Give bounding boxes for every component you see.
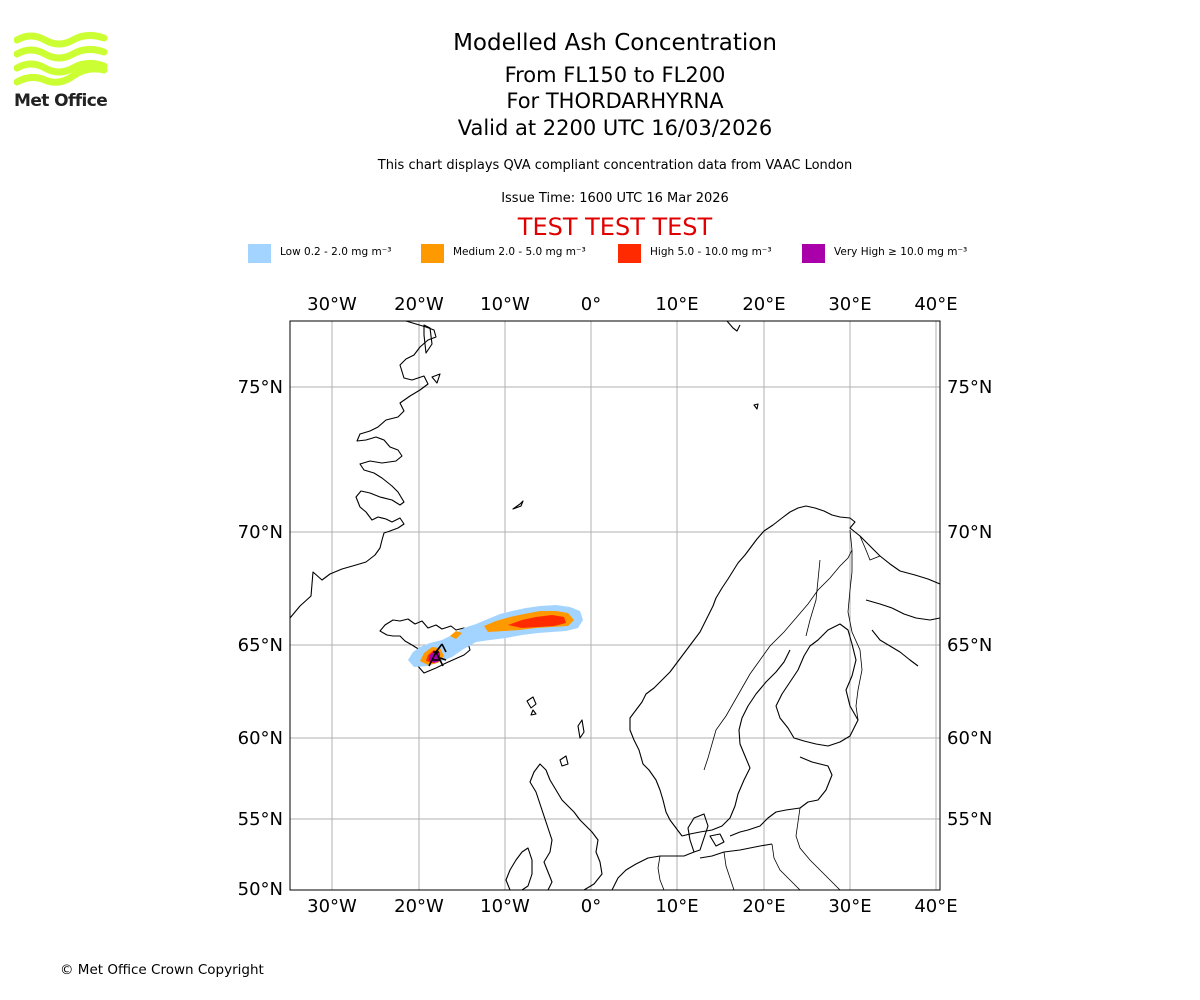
coastline-europe — [611, 843, 773, 890]
border-finland-russia — [847, 529, 863, 721]
legend-label-very-high: Very High ≥ 10.0 mg m⁻³ — [834, 246, 968, 258]
coastline-great-britain — [529, 763, 603, 890]
legend-swatch-very-high — [802, 244, 825, 263]
border-europe-east — [657, 807, 841, 890]
lat-label-right-1: 75°N — [947, 377, 992, 398]
lon-label-bottom-8: 40°E — [914, 896, 957, 917]
lon-label-bottom-7: 30°E — [828, 896, 871, 917]
coastline-jan-mayen — [512, 500, 524, 510]
lat-label-left-3: 65°N — [238, 635, 283, 656]
coastline-greenland — [290, 321, 437, 619]
coastlines — [290, 321, 940, 890]
lat-label-right-5: 55°N — [947, 809, 992, 830]
map-svg: 30°W 20°W 10°W 0° 10°E 20°E 30°E 40°E 30… — [238, 294, 993, 917]
country-borders — [657, 529, 881, 890]
lon-label-top-6: 20°E — [742, 294, 785, 315]
lon-label-top-1: 30°W — [307, 294, 357, 315]
lon-label-bottom-5: 10°E — [655, 896, 698, 917]
coastline-faroe — [526, 696, 537, 716]
volcano-icon — [428, 643, 447, 667]
test-banner: TEST TEST TEST — [517, 213, 713, 241]
legend-label-high: High 5.0 - 10.0 mg m⁻³ — [650, 246, 772, 258]
chart-title: Modelled Ash Concentration — [453, 30, 777, 56]
valid-time: Valid at 2200 UTC 16/03/2026 — [457, 116, 773, 140]
lon-label-bottom-3: 10°W — [480, 896, 530, 917]
map-gridlines — [290, 321, 940, 890]
legend-swatch-high — [618, 244, 641, 263]
ash-area-high — [508, 615, 566, 628]
lon-label-bottom-2: 20°W — [394, 896, 444, 917]
chart-description: This chart displays QVA compliant concen… — [377, 158, 853, 173]
border-sweden-finland — [805, 559, 821, 637]
lon-label-bottom-6: 20°E — [742, 896, 785, 917]
coastline-finland — [775, 623, 859, 747]
coastline-ireland — [505, 847, 533, 890]
coastline-greenland-island — [431, 373, 441, 384]
legend-swatch-medium — [421, 244, 444, 263]
volcano-name: For THORDARHYRNA — [506, 89, 724, 113]
coastline-shetland — [577, 719, 585, 739]
met-office-logo: Met Office — [13, 30, 110, 112]
lat-label-left-2: 70°N — [238, 522, 283, 543]
lat-label-right-2: 70°N — [947, 522, 992, 543]
map-background — [290, 321, 940, 890]
logo-text: Met Office — [14, 91, 108, 111]
map-frame — [289, 320, 941, 891]
coastline-svalbard-tip — [726, 321, 741, 332]
legend-label-medium: Medium 2.0 - 5.0 mg m⁻³ — [453, 246, 586, 258]
lat-label-left-1: 75°N — [238, 377, 283, 398]
lat-label-left-6: 50°N — [238, 879, 283, 900]
lat-label-right-4: 60°N — [947, 728, 992, 749]
lon-label-bottom-1: 30°W — [307, 896, 357, 917]
met-office-wave-icon — [13, 31, 108, 86]
coastline-greenland-fjord — [423, 324, 433, 354]
coastline-kola — [865, 599, 940, 667]
legend-label-low: Low 0.2 - 2.0 mg m⁻³ — [280, 246, 392, 258]
lat-label-left-4: 60°N — [238, 728, 283, 749]
lat-label-left-5: 55°N — [238, 809, 283, 830]
ash-map: 30°W 20°W 10°W 0° 10°E 20°E 30°E 40°E 30… — [229, 290, 1009, 920]
coastline-iceland — [379, 618, 473, 674]
issue-time: Issue Time: 1600 UTC 16 Mar 2026 — [501, 191, 729, 206]
border-norway-sweden — [703, 549, 853, 771]
copyright: © Met Office Crown Copyright — [60, 962, 264, 978]
lon-label-top-2: 20°W — [394, 294, 444, 315]
coastline-baltic — [681, 649, 791, 837]
lon-label-top-3: 10°W — [480, 294, 530, 315]
lon-label-top-7: 30°E — [828, 294, 871, 315]
lon-label-bottom-4: 0° — [581, 896, 601, 917]
coastline-scandinavia — [629, 505, 940, 837]
lon-label-top-5: 10°E — [655, 294, 698, 315]
lat-label-right-3: 65°N — [947, 635, 992, 656]
coastline-denmark — [687, 813, 725, 853]
border-norway-russia — [859, 535, 881, 561]
coastline-orkney — [559, 755, 569, 767]
lon-label-top-4: 0° — [581, 294, 601, 315]
flight-level-range: From FL150 to FL200 — [504, 63, 726, 87]
legend-swatch-low — [248, 244, 271, 263]
lon-label-top-8: 40°E — [914, 294, 957, 315]
coastline-bear-island — [753, 403, 759, 410]
